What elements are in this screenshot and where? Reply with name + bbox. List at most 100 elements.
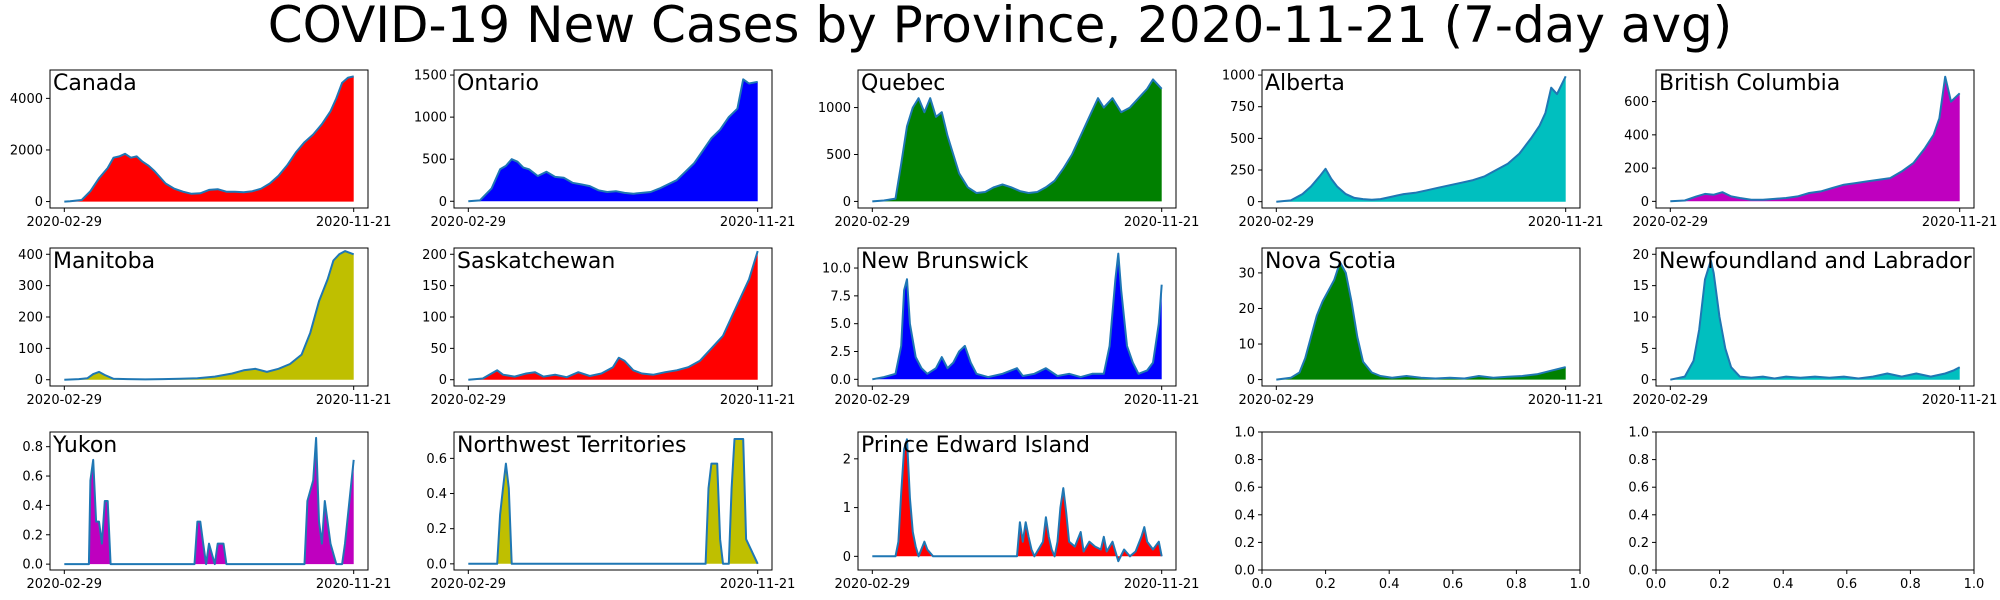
panel-frame: [1655, 431, 1975, 571]
panel-yukon: 2020-02-29 2020-11-21 0.0 0.2 0.4 0.6 0.8 Yukon: [22, 431, 392, 592]
y-tick-label: 0: [843, 195, 851, 210]
panel-frame: [49, 69, 369, 209]
y-tick-label: 500: [826, 148, 851, 163]
x-tick-label: 1.0: [1964, 577, 1985, 592]
x-tick-label: 2020-11-21: [316, 577, 392, 592]
y-tick-label: 20: [1632, 248, 1649, 263]
y-tick-label: 0: [1641, 195, 1649, 210]
y-tick-label: 0.0: [22, 558, 43, 573]
area-fill: [1670, 260, 1960, 380]
x-tick-label: 0.4: [1379, 577, 1400, 592]
panel-new-brunswick: 2020-02-29 2020-11-21 0.0 2.5 5.0 7.5 10.0 New …: [822, 247, 1199, 408]
y-tick-label: 1000: [414, 111, 447, 126]
x-tick-label: 2020-11-21: [720, 577, 796, 592]
x-tick-label: 2020-02-29: [431, 393, 507, 408]
panel-frame: [1261, 431, 1581, 571]
y-tick-label: 0.2: [1628, 536, 1649, 551]
area-fill: [468, 79, 758, 202]
x-tick-label: 2020-11-21: [720, 215, 796, 230]
y-tick-label: 0.6: [1628, 481, 1649, 496]
panel-frame: [857, 69, 1177, 209]
y-tick-label: 150: [422, 279, 447, 294]
series-line: [1276, 75, 1567, 203]
x-tick-label: 0.0: [1646, 577, 1667, 592]
panel-title: Northwest Territories: [457, 433, 686, 458]
panel-title: New Brunswick: [861, 249, 1029, 274]
x-tick-label: 2020-11-21: [316, 393, 392, 408]
x-tick-label: 0.2: [1315, 577, 1336, 592]
panel-northwest-territories: 2020-02-29 2020-11-21 0.0 0.2 0.4 0.6 Northwes…: [426, 431, 796, 592]
y-tick-label: 0.0: [426, 557, 447, 572]
series-line: [64, 436, 355, 566]
panel-frame: [453, 431, 773, 571]
x-tick-label: 2020-11-21: [1528, 215, 1604, 230]
y-tick-label: 400: [1624, 128, 1649, 143]
x-tick-label: 2020-11-21: [1922, 215, 1998, 230]
panel-frame: [1655, 69, 1975, 209]
y-tick-label: 400: [18, 248, 43, 263]
x-tick-label: 2020-11-21: [316, 215, 392, 230]
y-tick-label: 200: [18, 311, 43, 326]
area-fill: [1670, 76, 1960, 202]
panel-frame: [453, 69, 773, 209]
y-tick-label: 0: [1247, 373, 1255, 388]
y-tick-label: 4000: [10, 92, 43, 107]
y-tick-label: 5: [1641, 342, 1649, 357]
panel-canada: 2020-02-29 2020-11-21 0 2000 4000 Canada: [10, 69, 392, 230]
y-tick-label: 0: [439, 195, 447, 210]
panel-title: Prince Edward Island: [861, 433, 1090, 458]
y-tick-label: 0.4: [426, 487, 447, 502]
y-tick-label: 2: [843, 452, 851, 467]
series-line: [64, 75, 354, 203]
y-tick-label: 750: [1230, 100, 1255, 115]
y-tick-label: 0: [439, 373, 447, 388]
y-tick-label: 0: [35, 373, 43, 388]
y-tick-label: 500: [1230, 132, 1255, 147]
panel-empty-14: 0.0 0.2 0.4 0.6 0.8 1.0 0.0 0.2 0.4 0.6 0.8 1.0: [1628, 426, 1984, 593]
panel-title: Ontario: [457, 71, 539, 96]
y-tick-label: 0.4: [1234, 508, 1255, 523]
x-tick-label: 0.6: [1442, 577, 1463, 592]
y-tick-label: 0.0: [1234, 564, 1255, 579]
panel-title: Quebec: [861, 71, 945, 96]
series-line: [872, 438, 1163, 563]
area-fill: [64, 251, 354, 380]
y-tick-label: 0.4: [22, 499, 43, 514]
panel-title: British Columbia: [1659, 71, 1840, 96]
y-tick-label: 0.6: [426, 452, 447, 467]
y-tick-label: 30: [1238, 266, 1255, 281]
x-tick-label: 0.6: [1836, 577, 1857, 592]
figure-title: COVID-19 New Cases by Province, 2020-11-…: [268, 0, 1733, 54]
y-tick-label: 1: [843, 501, 851, 516]
x-tick-label: 2020-02-29: [835, 577, 911, 592]
x-tick-label: 2020-11-21: [1124, 577, 1200, 592]
x-tick-label: 2020-02-29: [1633, 393, 1709, 408]
x-tick-label: 2020-11-21: [1922, 393, 1998, 408]
panel-frame: [1261, 247, 1581, 387]
panel-saskatchewan: 2020-02-29 2020-11-21 0 50 100 150 200 Saskatch…: [422, 247, 795, 408]
series-line: [468, 250, 759, 381]
x-tick-label: 0.4: [1773, 577, 1794, 592]
y-tick-label: 15: [1632, 279, 1649, 294]
chart-panels: 2020-02-29 2020-11-21020004000Canada2020-…: [10, 69, 1998, 592]
x-tick-label: 2020-02-29: [835, 215, 911, 230]
y-tick-label: 1.0: [1234, 426, 1255, 441]
y-tick-label: 5.0: [830, 317, 851, 332]
series-line: [468, 78, 758, 203]
y-tick-label: 100: [18, 342, 43, 357]
y-tick-label: 300: [18, 279, 43, 294]
y-tick-label: 0: [35, 195, 43, 210]
y-tick-label: 7.5: [830, 289, 851, 304]
y-tick-label: 10: [1238, 338, 1255, 353]
x-tick-label: 2020-02-29: [431, 215, 507, 230]
y-tick-label: 0.4: [1628, 508, 1649, 523]
panel-title: Newfoundland and Labrador: [1659, 249, 1973, 274]
y-tick-label: 1500: [414, 69, 447, 84]
x-tick-label: 2020-11-21: [1124, 215, 1200, 230]
area-fill: [64, 437, 354, 565]
y-tick-label: 10: [1632, 311, 1649, 326]
panel-title: Nova Scotia: [1265, 249, 1396, 274]
x-tick-label: 2020-02-29: [1239, 393, 1315, 408]
panel-nova-scotia: 2020-02-29 2020-11-21 0 10 20 30 Nova Scotia: [1238, 247, 1603, 408]
y-tick-label: 20: [1238, 302, 1255, 317]
